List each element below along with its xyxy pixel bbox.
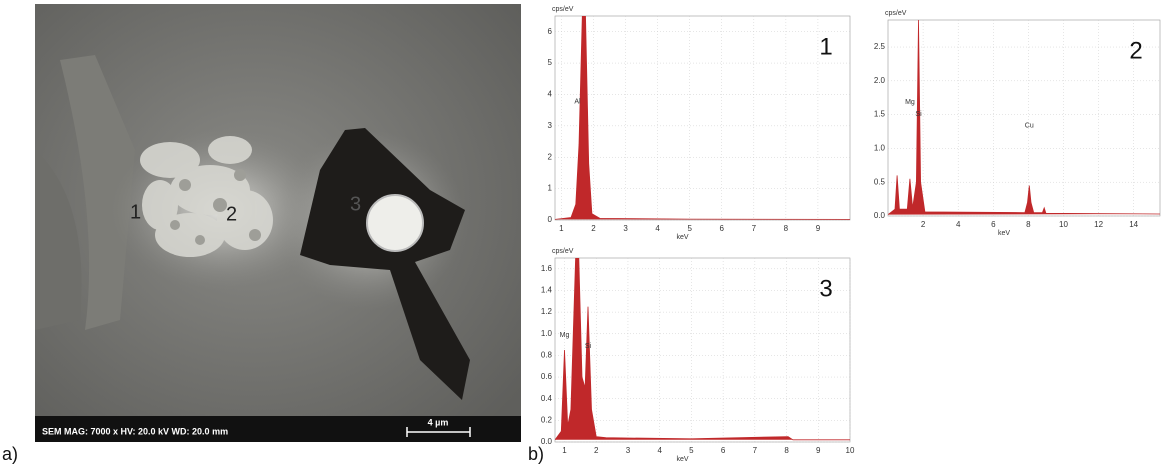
spectrum (555, 258, 850, 441)
peak-label: Si (915, 111, 922, 118)
x-axis-label: keV (676, 234, 688, 241)
plot-area (554, 15, 851, 221)
y-tick-label: 0.4 (541, 394, 553, 403)
y-tick-label: 0 (548, 215, 553, 224)
peak-label: Al (574, 99, 581, 106)
x-tick-label: 4 (655, 224, 660, 233)
chart-number: 1 (819, 33, 832, 60)
y-axis-label: cps/eV (552, 248, 574, 255)
x-axis-label: keV (998, 230, 1010, 237)
x-tick-label: 6 (721, 446, 726, 455)
x-axis-label: keV (676, 456, 688, 463)
y-tick-label: 1.0 (541, 329, 553, 338)
y-tick-label: 5 (548, 58, 553, 67)
y-tick-label: 0.2 (541, 415, 553, 424)
x-tick-label: 9 (816, 446, 821, 455)
x-tick-label: 2 (921, 220, 926, 229)
y-tick-label: 1 (548, 184, 553, 193)
y-tick-label: 0.8 (541, 351, 553, 360)
x-tick-label: 8 (1026, 220, 1031, 229)
spectrum (555, 16, 850, 220)
x-tick-label: 8 (784, 224, 789, 233)
y-tick-label: 1.5 (874, 110, 886, 119)
y-tick-label: 2 (548, 152, 553, 161)
panel-label: b) (528, 444, 544, 464)
x-tick-label: 12 (1094, 220, 1103, 229)
x-tick-label: 7 (753, 446, 758, 455)
x-tick-label: 7 (752, 224, 757, 233)
chart-number: 2 (1129, 37, 1142, 64)
y-tick-label: 1.2 (541, 307, 553, 316)
x-tick-label: 10 (1059, 220, 1068, 229)
y-tick-label: 1.4 (541, 286, 553, 295)
y-axis-label: cps/eV (552, 6, 574, 13)
y-tick-label: 0.5 (874, 177, 886, 186)
region-label: 1 (130, 201, 141, 223)
x-tick-label: 8 (784, 446, 789, 455)
x-tick-label: 9 (816, 224, 821, 233)
x-tick-label: 6 (720, 224, 725, 233)
peak-label: Mg (560, 332, 570, 339)
x-tick-label: 3 (626, 446, 631, 455)
x-tick-label: 1 (559, 224, 564, 233)
x-tick-label: 5 (689, 446, 694, 455)
x-tick-label: 10 (846, 446, 855, 455)
y-tick-label: 3 (548, 121, 553, 130)
peak-label: Cu (1025, 123, 1034, 130)
y-tick-label: 2.0 (874, 76, 886, 85)
x-tick-label: 2 (591, 224, 596, 233)
x-tick-label: 6 (991, 220, 996, 229)
peak-label: Mg (905, 99, 915, 106)
plot-area (554, 257, 851, 443)
peak-label: Si (585, 343, 592, 350)
y-tick-label: 6 (548, 27, 553, 36)
x-tick-label: 2 (594, 446, 599, 455)
y-axis-label: cps/eV (885, 10, 907, 17)
y-tick-label: 2.5 (874, 42, 886, 51)
x-tick-label: 14 (1129, 220, 1138, 229)
plot-area (887, 19, 1161, 217)
panel-label: a) (2, 444, 18, 464)
y-tick-label: 0.0 (541, 437, 553, 446)
region-label: 3 (350, 193, 361, 215)
x-tick-label: 4 (657, 446, 662, 455)
y-tick-label: 0.0 (874, 211, 886, 220)
x-tick-label: 4 (956, 220, 961, 229)
sem-image (35, 4, 521, 442)
x-tick-label: 1 (562, 446, 567, 455)
y-tick-label: 4 (548, 90, 553, 99)
y-tick-label: 1.6 (541, 264, 553, 273)
sem-info: SEM MAG: 7000 x HV: 20.0 kV WD: 20.0 mm (42, 426, 228, 436)
region-label: 2 (226, 203, 237, 225)
y-tick-label: 0.6 (541, 372, 553, 381)
x-tick-label: 5 (687, 224, 692, 233)
y-tick-label: 1.0 (874, 144, 886, 153)
x-tick-label: 3 (623, 224, 628, 233)
chart-number: 3 (819, 275, 832, 302)
spectrum (888, 20, 1160, 215)
scale-bar-label: 4 µm (428, 417, 449, 427)
